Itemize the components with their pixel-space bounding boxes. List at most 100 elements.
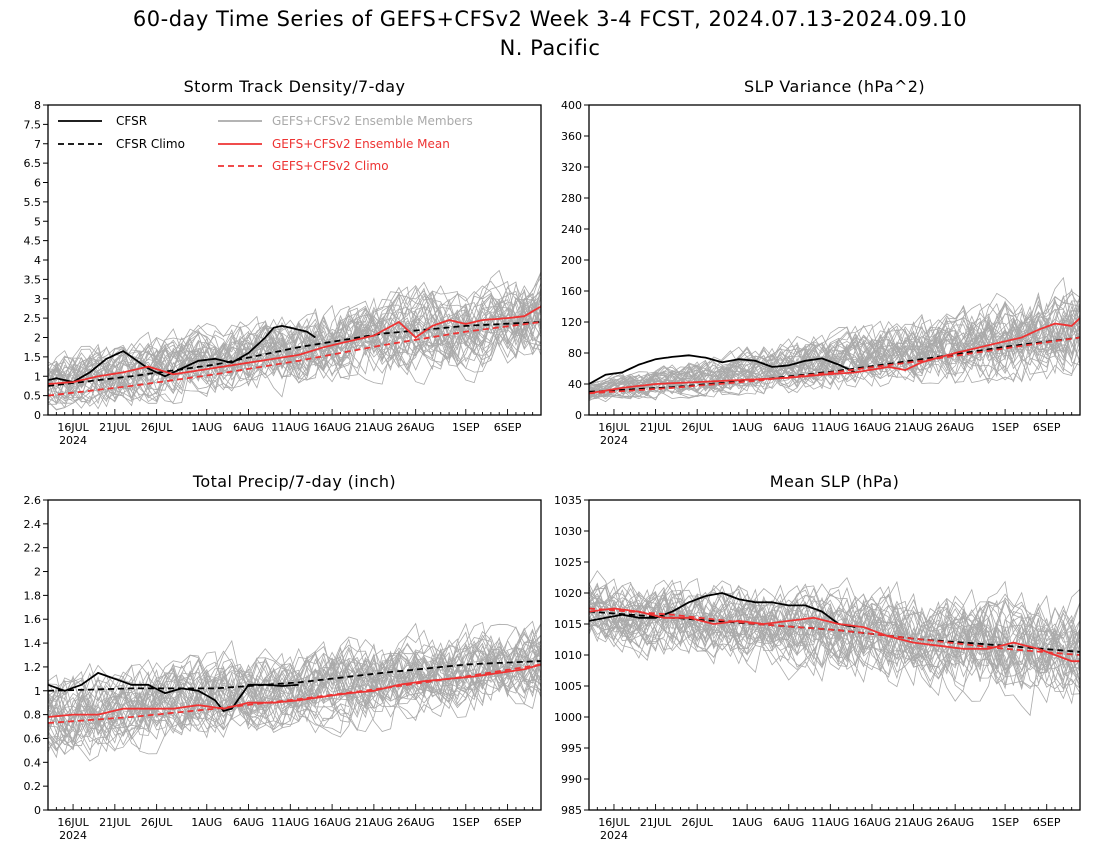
x-tick-label: 1AUG: [191, 421, 222, 434]
y-tick-label: 7.5: [24, 118, 42, 131]
chart-panel-2: SLP Variance (hPa^2) 0 40 80 120 160 200 240 280…: [561, 77, 1081, 447]
member-line: [47, 633, 542, 745]
y-tick-label: 5: [34, 215, 41, 228]
x-tick-label: 16AUG: [853, 421, 891, 434]
x-tick-label: 6AUG: [233, 421, 264, 434]
series-gefs-cfsv2-climo: [588, 336, 1081, 395]
y-tick-label: 7: [34, 138, 41, 151]
x-tick-label: 21JUL: [99, 421, 131, 434]
y-tick-label: 0: [34, 409, 41, 422]
y-tick-label: 2.6: [24, 494, 42, 507]
plot-frame: [47, 499, 542, 811]
x-tick-label: 1SEP: [991, 421, 1019, 434]
series-gefs-cfsv2-ensemble-mean: [588, 317, 1081, 395]
y-tick-label: 2.2: [24, 542, 42, 555]
y-tick-label: 0.8: [24, 709, 42, 722]
y-tick-label: 0.4: [24, 756, 42, 769]
x-year-label: 2024: [600, 829, 628, 842]
member-line: [588, 600, 1081, 694]
y-tick-label: 1.4: [24, 637, 42, 650]
member-line: [588, 582, 1081, 683]
y-tick-label: 995: [561, 742, 582, 755]
member-line: [47, 626, 542, 730]
member-line: [588, 599, 1081, 682]
member-line: [47, 277, 542, 394]
x-tick-label: 11AUG: [271, 816, 309, 829]
y-tick-label: 1.5: [24, 351, 42, 364]
legend-ensemble-mean-label: GEFS+CFSv2 Ensemble Mean: [272, 137, 450, 151]
member-line: [588, 591, 1081, 704]
member-line: [47, 643, 542, 736]
x-year-label: 2024: [59, 829, 87, 842]
x-tick-label: 6SEP: [1033, 421, 1061, 434]
y-tick-label: 280: [561, 192, 582, 205]
x-tick-label: 11AUG: [271, 421, 309, 434]
member-line: [588, 306, 1081, 400]
x-tick-label: 26JUL: [681, 421, 713, 434]
y-tick-label: 4: [34, 254, 41, 267]
series-gefs-cfsv2-ensemble-mean: [47, 305, 542, 385]
legend-ensemble-members-label: GEFS+CFSv2 Ensemble Members: [272, 114, 473, 128]
member-line: [47, 631, 542, 759]
x-tick-label: 16JUL: [598, 421, 630, 434]
panel-title: Mean SLP (hPa): [770, 472, 899, 491]
legend-gefs-climo-label: GEFS+CFSv2 Climo: [272, 159, 389, 173]
x-tick-label: 16JUL: [598, 816, 630, 829]
y-tick-label: 1.8: [24, 589, 42, 602]
member-line: [588, 302, 1081, 398]
member-line: [588, 303, 1081, 396]
x-tick-label: 26AUG: [936, 816, 974, 829]
legend-cfsr-label: CFSR: [116, 114, 147, 128]
member-line: [47, 307, 542, 407]
series-gefs-cfsv2-climo: [47, 663, 542, 724]
series-cfsr: [588, 592, 856, 628]
y-tick-label: 120: [561, 316, 582, 329]
y-tick-label: 1: [34, 685, 41, 698]
figure-title: 60-day Time Series of GEFS+CFSv2 Week 3-…: [133, 7, 967, 31]
x-tick-label: 26JUL: [141, 421, 173, 434]
member-line: [47, 296, 542, 407]
member-line: [588, 606, 1081, 702]
member-line: [588, 305, 1081, 396]
y-tick-label: 40: [568, 378, 582, 391]
y-tick-label: 1025: [554, 556, 582, 569]
member-line: [47, 299, 542, 405]
member-line: [47, 284, 542, 383]
x-tick-label: 1AUG: [732, 816, 763, 829]
y-tick-label: 2.5: [24, 312, 42, 325]
member-line: [47, 629, 542, 747]
member-line: [47, 621, 542, 729]
x-year-label: 2024: [600, 434, 628, 447]
panel-title: Total Precip/7-day (inch): [192, 472, 396, 491]
y-tick-label: 0.6: [24, 732, 42, 745]
member-line: [588, 316, 1081, 399]
x-tick-label: 26AUG: [936, 421, 974, 434]
y-tick-label: 2: [34, 332, 41, 345]
member-line: [588, 584, 1081, 689]
member-line: [47, 645, 542, 753]
panels: Storm Track Density/7-day 0 0.5 1 1.5 2 2.5 3 3.…: [24, 77, 1081, 842]
member-line: [47, 643, 542, 740]
y-tick-label: 3.5: [24, 273, 42, 286]
ensemble-members: [47, 620, 542, 762]
x-tick-label: 6AUG: [233, 816, 264, 829]
series-cfsr-climo: [47, 660, 542, 692]
x-tick-label: 21JUL: [99, 816, 131, 829]
y-tick-label: 6.5: [24, 157, 42, 170]
y-tick-label: 400: [561, 99, 582, 112]
x-tick-label: 1SEP: [452, 421, 480, 434]
x-tick-label: 21JUL: [640, 816, 672, 829]
y-tick-label: 320: [561, 161, 582, 174]
y-tick-label: 1.6: [24, 613, 42, 626]
x-tick-label: 6SEP: [1033, 816, 1061, 829]
x-tick-label: 11AUG: [811, 816, 849, 829]
x-tick-label: 16AUG: [313, 816, 351, 829]
x-tick-label: 6AUG: [773, 816, 804, 829]
member-line: [47, 291, 542, 392]
y-tick-label: 6: [34, 177, 41, 190]
series-cfsr: [588, 354, 856, 385]
legend-cfsr-climo-label: CFSR Climo: [116, 137, 185, 151]
y-tick-label: 1.2: [24, 661, 42, 674]
y-tick-label: 200: [561, 254, 582, 267]
y-tick-label: 240: [561, 223, 582, 236]
